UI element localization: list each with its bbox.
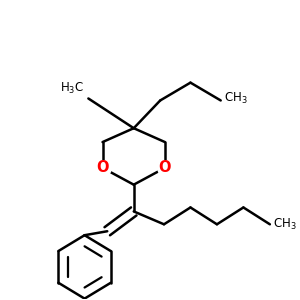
- Text: H$_3$C: H$_3$C: [61, 80, 85, 95]
- Text: CH$_3$: CH$_3$: [224, 91, 248, 106]
- Text: O: O: [96, 160, 109, 175]
- Text: CH$_3$: CH$_3$: [273, 217, 296, 232]
- Text: O: O: [159, 160, 171, 175]
